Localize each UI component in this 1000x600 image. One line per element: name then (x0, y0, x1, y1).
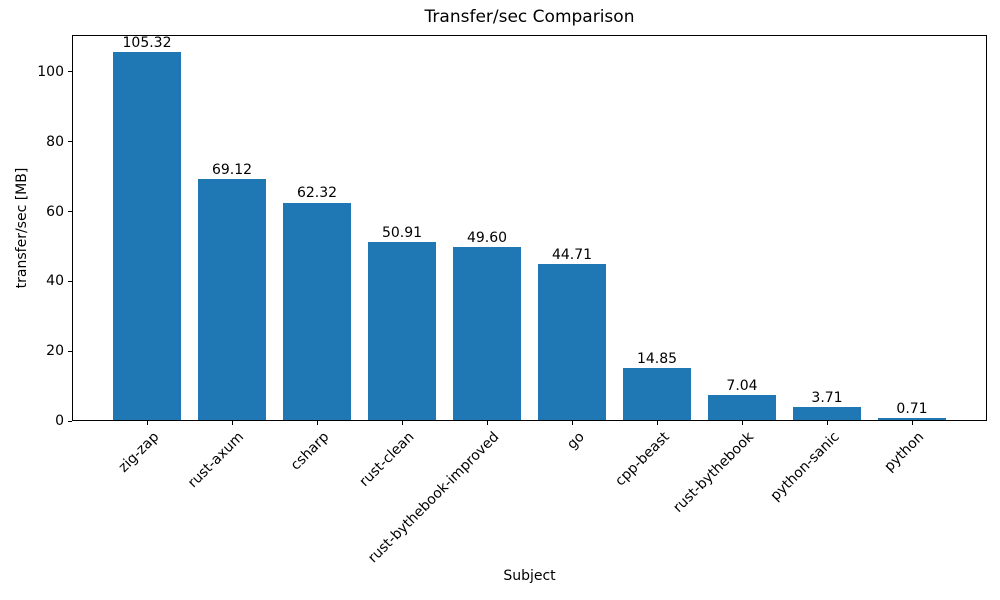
x-tick-label-rust-bythebook: rust-bythebook (670, 429, 758, 516)
bar-rust-bythebook (708, 395, 776, 420)
x-tick-mark (826, 421, 828, 425)
chart-title: Transfer/sec Comparison (424, 7, 635, 27)
bar-cpp-beast (623, 368, 691, 420)
y-axis-label: transfer/sec [MB] (14, 167, 30, 289)
bar-value-label: 3.71 (811, 390, 843, 407)
bar-rust-axum (198, 178, 266, 420)
bar-value-label: 44.71 (551, 246, 593, 263)
x-tick-mark (656, 421, 658, 425)
x-tick-mark (316, 421, 318, 425)
bar-value-label: 62.32 (296, 185, 338, 202)
y-tick-label: 100 (37, 63, 64, 80)
x-tick-label-python: python (881, 429, 928, 475)
y-tick-mark (68, 71, 72, 73)
bar-rust-clean (368, 242, 436, 420)
bar-value-label: 69.12 (211, 161, 253, 178)
plot-area (72, 35, 987, 421)
x-tick-mark (401, 421, 403, 425)
x-tick-label-rust-clean: rust-clean (356, 429, 418, 490)
bar-value-label: 14.85 (636, 351, 678, 368)
x-tick-mark (231, 421, 233, 425)
x-axis-label: Subject (503, 568, 556, 584)
y-tick-label: 0 (55, 413, 64, 429)
y-tick-mark (68, 280, 72, 282)
y-tick-mark (68, 420, 72, 422)
y-tick-mark (68, 141, 72, 143)
x-tick-label-go: go (563, 429, 588, 453)
x-tick-mark (486, 421, 488, 425)
bar-csharp (283, 202, 351, 420)
x-tick-label-python-sanic: python-sanic (767, 429, 843, 505)
x-tick-label-zig-zap: zig-zap (115, 429, 163, 476)
bar-python (878, 417, 946, 420)
y-tick-label: 20 (46, 343, 64, 360)
x-tick-mark (571, 421, 573, 425)
x-tick-mark (146, 421, 148, 425)
bar-value-label: 0.71 (896, 400, 928, 417)
bar-go (538, 263, 606, 420)
y-tick-mark (68, 211, 72, 213)
bar-value-label: 105.32 (122, 35, 172, 52)
x-tick-label-csharp: csharp (287, 429, 333, 474)
bar-python-sanic (793, 407, 861, 420)
bar-rust-bythebook-improved (453, 246, 521, 420)
x-tick-mark (741, 421, 743, 425)
y-tick-label: 40 (46, 273, 64, 290)
bar-value-label: 49.60 (466, 229, 508, 246)
x-tick-mark (911, 421, 913, 425)
bar-value-label: 7.04 (726, 378, 758, 395)
y-tick-mark (68, 350, 72, 352)
bar-value-label: 50.91 (381, 225, 423, 242)
y-tick-label: 80 (46, 133, 64, 150)
bar-zig-zap (113, 52, 181, 420)
x-tick-label-cpp-beast: cpp-beast (611, 429, 673, 490)
y-tick-label: 60 (46, 203, 64, 220)
x-tick-label-rust-axum: rust-axum (185, 429, 248, 492)
